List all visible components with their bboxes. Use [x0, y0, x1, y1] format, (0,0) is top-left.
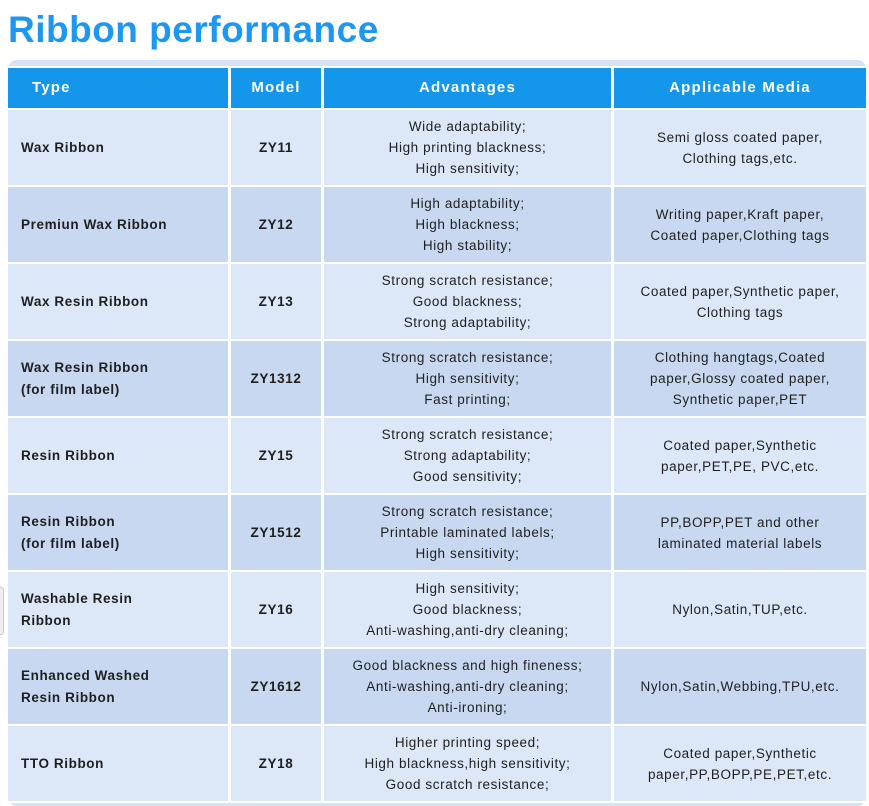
advantages-cell: High sensitivity; Good blackness; Anti-w…	[324, 572, 611, 647]
advantages-cell: Strong scratch resistance; High sensitiv…	[324, 341, 611, 416]
media-cell: Clothing hangtags,Coated paper,Glossy co…	[614, 341, 866, 416]
advantages-cell: Strong scratch resistance; Strong adapta…	[324, 418, 611, 493]
page-title: Ribbon performance	[8, 9, 379, 50]
media-cell: PP,BOPP,PET and other laminated material…	[614, 495, 866, 570]
column-header-type: Type	[8, 68, 228, 108]
column-header-advantages: Advantages	[324, 68, 611, 108]
media-cell: Semi gloss coated paper, Clothing tags,e…	[614, 110, 866, 185]
media-cell: Nylon,Satin,Webbing,TPU,etc.	[614, 649, 866, 724]
advantages-cell: Higher printing speed; High blackness,hi…	[324, 726, 611, 801]
type-cell: Washable Resin Ribbon	[8, 572, 228, 647]
table-row: Wax Ribbon ZY11 Wide adaptability; High …	[8, 110, 866, 185]
table-header-row: Type Model Advantages Applicable Media	[8, 68, 866, 108]
media-cell: Nylon,Satin,TUP,etc.	[614, 572, 866, 647]
type-cell: Wax Resin Ribbon	[8, 264, 228, 339]
table-row: Wax Resin Ribbon (for film label) ZY1312…	[8, 341, 866, 416]
model-cell: ZY1612	[231, 649, 321, 724]
advantages-cell: Strong scratch resistance; Printable lam…	[324, 495, 611, 570]
table-card: Type Model Advantages Applicable Media W…	[8, 60, 866, 806]
media-cell: Writing paper,Kraft paper, Coated paper,…	[614, 187, 866, 262]
table-row: Premiun Wax Ribbon ZY12 High adaptabilit…	[8, 187, 866, 262]
type-cell: Premiun Wax Ribbon	[8, 187, 228, 262]
model-cell: ZY16	[231, 572, 321, 647]
left-edge-artifact	[0, 587, 4, 635]
model-cell: ZY15	[231, 418, 321, 493]
table-row: Enhanced Washed Resin Ribbon ZY1612 Good…	[8, 649, 866, 724]
advantages-cell: Strong scratch resistance; Good blacknes…	[324, 264, 611, 339]
table-row: Washable Resin Ribbon ZY16 High sensitiv…	[8, 572, 866, 647]
model-cell: ZY18	[231, 726, 321, 801]
column-header-model: Model	[231, 68, 321, 108]
type-cell: Resin Ribbon (for film label)	[8, 495, 228, 570]
type-cell: Enhanced Washed Resin Ribbon	[8, 649, 228, 724]
model-cell: ZY1312	[231, 341, 321, 416]
table-row: Resin Ribbon ZY15 Strong scratch resista…	[8, 418, 866, 493]
table-row: TTO Ribbon ZY18 Higher printing speed; H…	[8, 726, 866, 801]
model-cell: ZY13	[231, 264, 321, 339]
media-cell: Coated paper,Synthetic paper, Clothing t…	[614, 264, 866, 339]
type-cell: TTO Ribbon	[8, 726, 228, 801]
advantages-cell: High adaptability; High blackness; High …	[324, 187, 611, 262]
media-cell: Coated paper,Synthetic paper,PP,BOPP,PE,…	[614, 726, 866, 801]
model-cell: ZY12	[231, 187, 321, 262]
model-cell: ZY1512	[231, 495, 321, 570]
advantages-cell: Wide adaptability; High printing blackne…	[324, 110, 611, 185]
ribbon-performance-table: Type Model Advantages Applicable Media W…	[8, 66, 866, 803]
type-cell: Wax Ribbon	[8, 110, 228, 185]
model-cell: ZY11	[231, 110, 321, 185]
type-cell: Wax Resin Ribbon (for film label)	[8, 341, 228, 416]
table-row: Wax Resin Ribbon ZY13 Strong scratch res…	[8, 264, 866, 339]
media-cell: Coated paper,Synthetic paper,PET,PE, PVC…	[614, 418, 866, 493]
advantages-cell: Good blackness and high fineness; Anti-w…	[324, 649, 611, 724]
type-cell: Resin Ribbon	[8, 418, 228, 493]
table-row: Resin Ribbon (for film label) ZY1512 Str…	[8, 495, 866, 570]
column-header-applicable-media: Applicable Media	[614, 68, 866, 108]
